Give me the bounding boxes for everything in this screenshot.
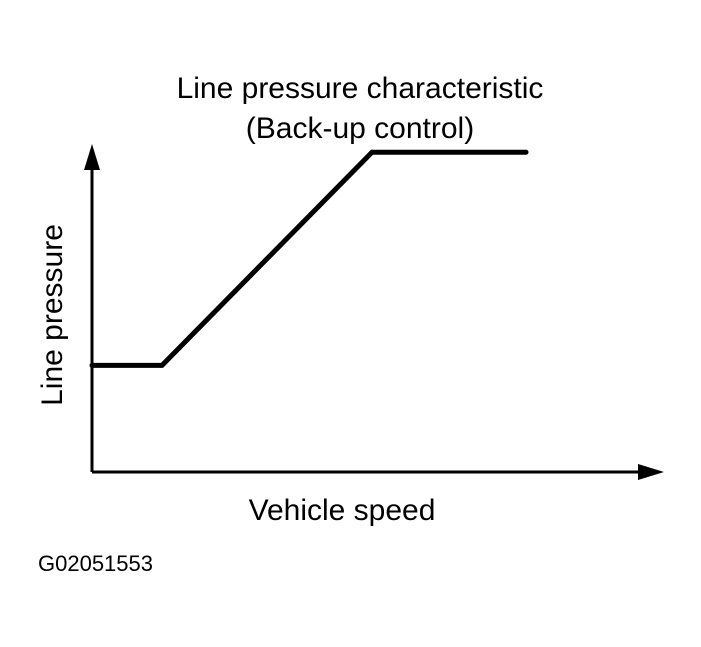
figure-id: G02051553 [38, 551, 153, 576]
x-axis-arrow-icon [638, 464, 664, 480]
chart-subtitle: (Back-up control) [246, 112, 474, 145]
series-point-2 [369, 149, 375, 155]
y-axis-label: Line pressure [36, 224, 69, 406]
line-pressure-series [92, 149, 526, 368]
chart-title: Line pressure characteristic [177, 72, 544, 105]
y-axis-arrow-icon [84, 144, 100, 170]
series-point-1 [159, 362, 165, 368]
series-point-3 [523, 149, 529, 155]
x-axis-label: Vehicle speed [249, 494, 436, 527]
y-axis [84, 144, 100, 472]
series-point-0 [89, 362, 95, 368]
series-points [89, 149, 529, 368]
x-axis [92, 464, 664, 480]
